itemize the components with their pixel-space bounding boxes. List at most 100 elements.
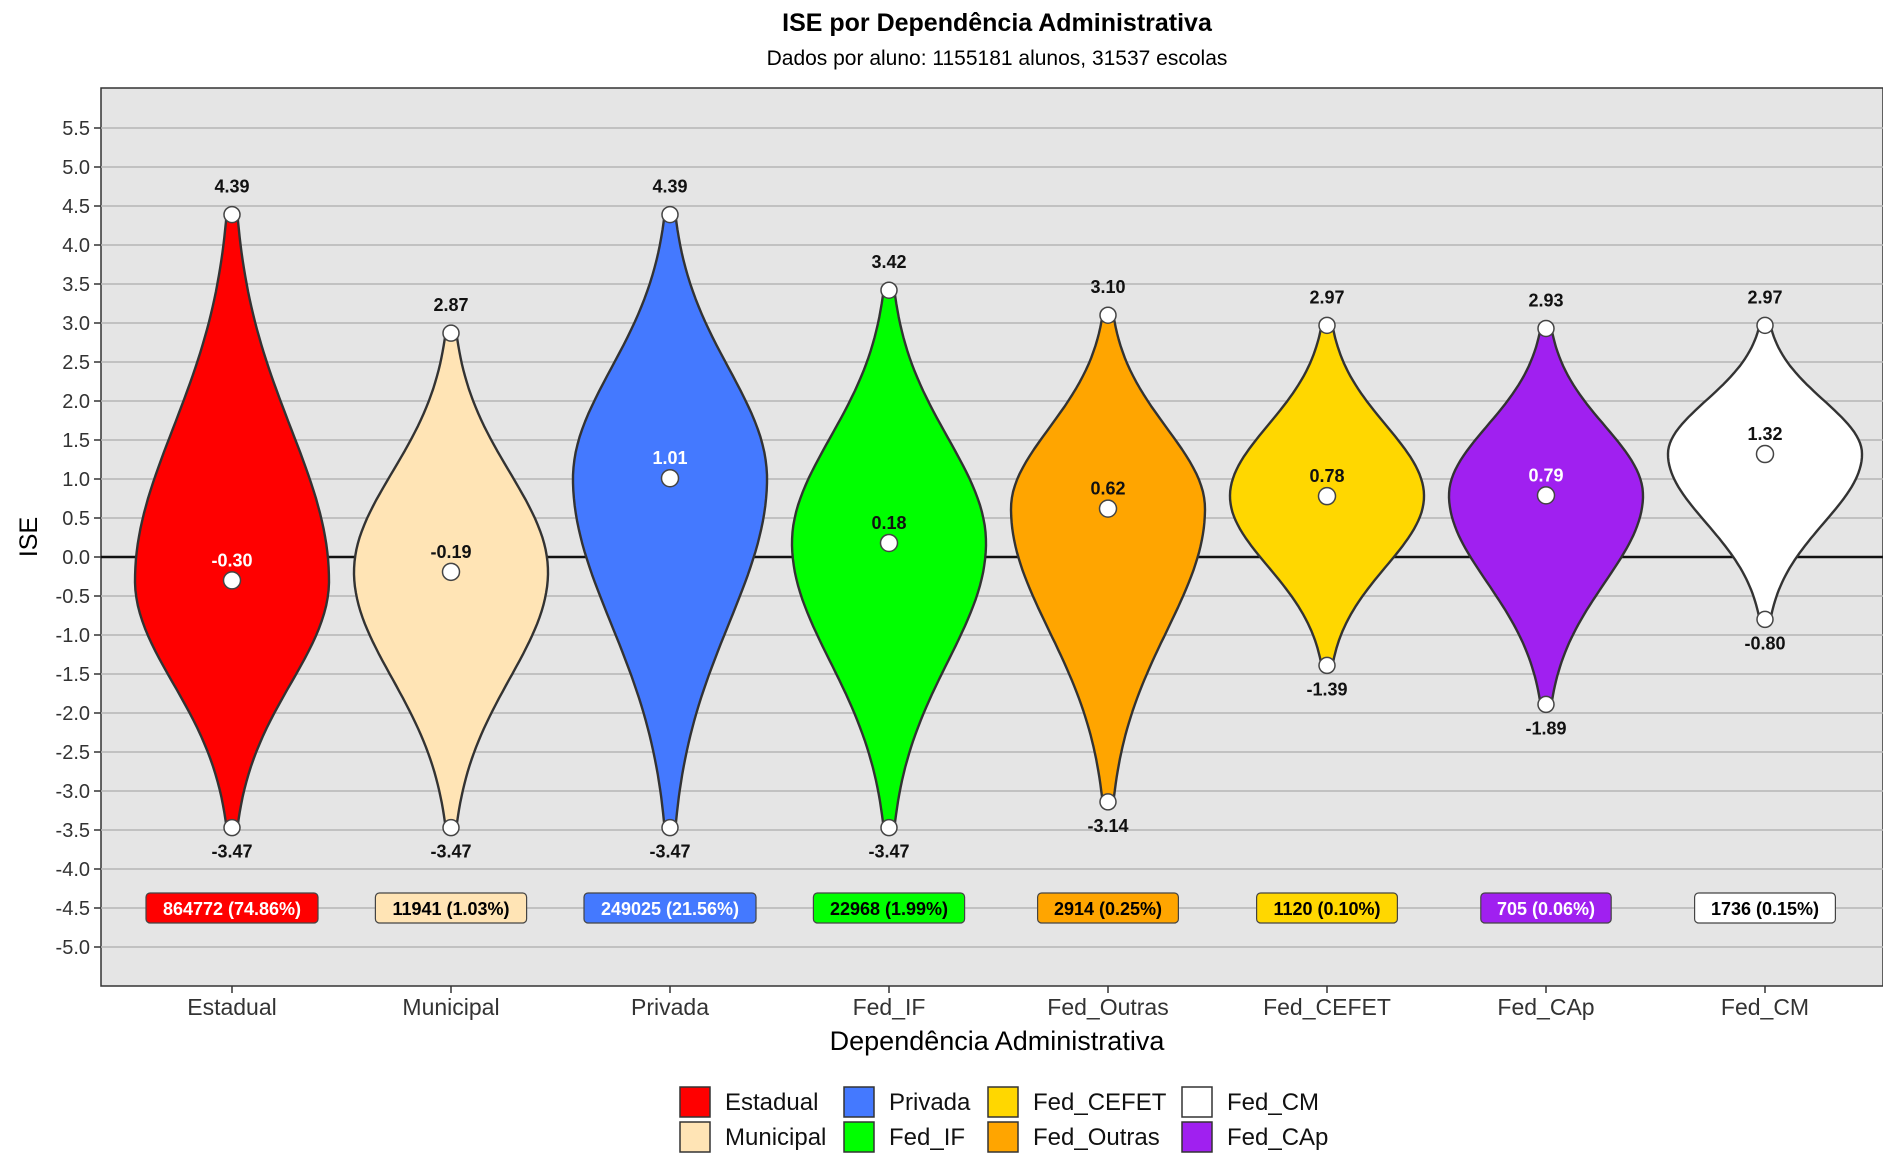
y-axis-ticks: 5.5 5.0 4.5 4.0 3.5 3.0 2.5 2.0 1.5 1.0 0.5 0.0 -0.5… <box>56 118 101 959</box>
max-label: 2.93 <box>1528 290 1563 310</box>
x-axis-label: Dependência Administrativa <box>830 1026 1166 1056</box>
min-label: -3.47 <box>649 842 690 862</box>
mean-label: 0.62 <box>1090 479 1125 499</box>
legend-swatch <box>987 1121 1019 1153</box>
mean-label: -0.30 <box>211 550 252 570</box>
legend-swatch <box>679 1086 711 1118</box>
y-tick-label: 1.0 <box>62 469 90 491</box>
legend-swatch <box>843 1121 875 1153</box>
y-tick-label: -4.5 <box>56 898 90 920</box>
mean-point <box>222 571 242 590</box>
min-point <box>1756 610 1774 629</box>
legend: Estadual Municipal Privada Fed_IF Fed_CEFET F… <box>679 1086 1328 1153</box>
y-tick-label: 3.5 <box>62 274 90 296</box>
legend-swatch <box>987 1086 1019 1118</box>
x-tick-label: Fed_CEFET <box>1263 994 1391 1020</box>
violin-fed_cap: 2.93 -1.89 0.79 705 (0.06%) <box>1447 290 1645 924</box>
count-box <box>1693 892 1836 924</box>
y-tick-label: -2.5 <box>56 742 90 764</box>
legend-label: Municipal <box>725 1124 826 1151</box>
violin-fed_if: 3.42 -3.47 0.18 22968 (1.99%) <box>790 252 988 924</box>
max-label: 2.97 <box>1309 287 1344 307</box>
max-point <box>1099 306 1117 324</box>
mean-label: 0.79 <box>1528 465 1563 485</box>
violin-fed_cm: 2.97 -0.80 1.32 1736 (0.15%) <box>1666 287 1864 924</box>
max-point <box>1537 319 1555 338</box>
x-tick-label: Privada <box>631 994 709 1020</box>
max-label: 4.39 <box>652 177 687 197</box>
legend-swatch <box>679 1121 711 1153</box>
legend-label: Fed_CM <box>1227 1089 1319 1116</box>
y-tick-label: 2.0 <box>62 391 90 413</box>
violin-privada: 4.39 -3.47 1.01 249025 (21.56%) <box>571 177 769 924</box>
count-box <box>583 892 757 924</box>
min-point <box>1537 695 1555 714</box>
mean-point <box>1755 444 1775 464</box>
y-tick-label: -1.0 <box>56 625 90 647</box>
mean-point <box>660 468 680 488</box>
count-box <box>374 892 528 924</box>
y-tick-label: -3.0 <box>56 781 90 803</box>
max-label: 3.42 <box>871 252 906 272</box>
x-tick-label: Fed_IF <box>853 994 926 1020</box>
x-tick-label: Fed_Outras <box>1047 994 1168 1020</box>
y-tick-label: 5.0 <box>62 157 90 179</box>
y-tick-label: -3.5 <box>56 820 90 842</box>
mean-point <box>441 562 461 582</box>
count-label: 11941 (1.03%) <box>392 899 509 919</box>
count-label: 2914 (0.25%) <box>1054 899 1162 919</box>
y-axis-label: ISE <box>15 517 43 557</box>
count-label: 864772 (74.86%) <box>163 899 301 919</box>
x-tick-label: Fed_CAp <box>1497 994 1594 1020</box>
count-box <box>812 892 966 924</box>
y-tick-label: 2.5 <box>62 352 90 374</box>
count-label: 1120 (0.10%) <box>1273 899 1380 919</box>
count-label: 1736 (0.15%) <box>1711 899 1819 919</box>
count-label: 22968 (1.99%) <box>830 899 948 919</box>
max-point <box>1318 316 1336 335</box>
min-label: -0.80 <box>1744 633 1785 653</box>
legend-label: Fed_IF <box>889 1124 965 1151</box>
legend-label: Fed_Outras <box>1033 1124 1160 1151</box>
min-label: -1.89 <box>1525 718 1566 738</box>
x-tick-label: Municipal <box>402 994 499 1020</box>
y-tick-label: 5.5 <box>62 118 90 140</box>
min-point <box>1099 793 1117 811</box>
count-box <box>1255 892 1398 924</box>
min-point <box>880 818 898 837</box>
x-tick-label: Fed_CM <box>1721 994 1809 1020</box>
mean-label: -0.19 <box>430 542 471 562</box>
y-tick-label: 0.5 <box>62 508 90 530</box>
legend-label: Fed_CEFET <box>1033 1089 1167 1116</box>
count-label: 249025 (21.56%) <box>601 899 739 919</box>
mean-point <box>879 533 899 553</box>
chart-title: ISE por Dependência Administrativa <box>782 9 1213 37</box>
mean-point <box>1098 499 1118 518</box>
min-label: -3.14 <box>1087 816 1128 836</box>
max-point <box>1756 316 1774 335</box>
mean-label: 1.01 <box>652 448 687 468</box>
max-point <box>661 205 679 224</box>
count-box <box>1480 892 1612 924</box>
y-tick-label: 3.0 <box>62 313 90 335</box>
y-tick-label: -5.0 <box>56 937 90 959</box>
legend-swatch <box>1181 1121 1213 1153</box>
legend-label: Privada <box>889 1089 971 1116</box>
max-point <box>880 281 898 299</box>
mean-label: 1.32 <box>1747 424 1782 444</box>
violins: 4.39 -3.47 -0.30 864772 (74.86%) 2.87 -3.47 -0… <box>133 177 1864 924</box>
y-tick-label: -2.0 <box>56 703 90 725</box>
chart-subtitle: Dados por aluno: 1155181 alunos, 31537 e… <box>767 47 1228 70</box>
y-tick-label: -4.0 <box>56 859 90 881</box>
x-tick-label: Estadual <box>187 994 277 1020</box>
violin-municipal: 2.87 -3.47 -0.19 11941 (1.03%) <box>352 295 550 924</box>
y-tick-label: -1.5 <box>56 664 90 686</box>
mean-label: 0.78 <box>1309 466 1344 486</box>
max-point <box>223 205 241 224</box>
legend-label: Fed_CAp <box>1227 1124 1328 1151</box>
count-box <box>1036 892 1179 924</box>
y-tick-label: 0.0 <box>62 547 90 569</box>
violin-estadual: 4.39 -3.47 -0.30 864772 (74.86%) <box>133 177 331 924</box>
max-label: 3.10 <box>1090 277 1125 297</box>
